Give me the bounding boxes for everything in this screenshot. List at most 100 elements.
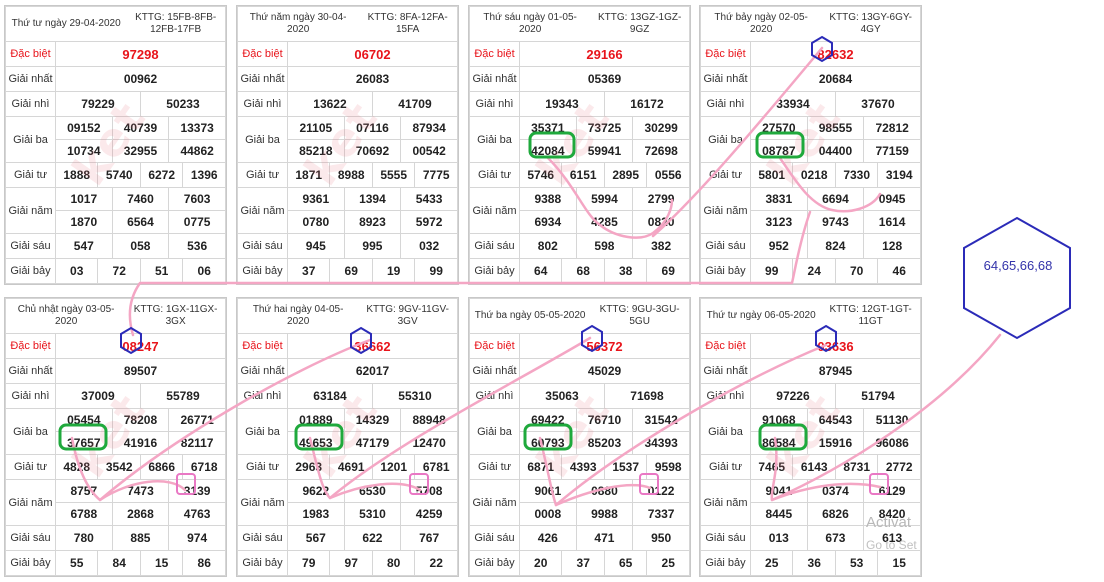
prize-number: 12470 [400, 431, 458, 455]
prize-number: 53 [834, 550, 879, 576]
prize-label: Giải nhất [700, 66, 751, 92]
prize-label: Giải sáu [469, 525, 520, 551]
prize-label: Giải bảy [237, 258, 288, 284]
prize-number: 780 [55, 525, 113, 551]
prize-number: 2799 [632, 187, 690, 211]
prize-number: 0820 [632, 210, 690, 234]
prize-number: 14329 [343, 408, 402, 432]
prize-label: Đặc biệt [700, 41, 751, 67]
prize-number: 8445 [750, 502, 808, 526]
prize-number: 1888 [54, 162, 99, 188]
prize-number: 70692 [343, 139, 402, 163]
prize-label: Giải ba [237, 408, 288, 455]
prize-number: 974 [168, 525, 226, 551]
draw-date: Thứ bảy ngày 02-05-2020 [700, 6, 822, 42]
lottery-result-card: Thứ ba ngày 05-05-2020 KTTG: 9GU-3GU-5GU… [468, 297, 691, 577]
prize-number: 40739 [111, 116, 170, 140]
prize-number: 07116 [343, 116, 402, 140]
prize-number: 97298 [55, 41, 226, 67]
prize-label: Giải nhì [700, 91, 751, 117]
prize-number: 15 [877, 550, 921, 576]
prize-number: 0945 [863, 187, 921, 211]
prize-label: Giải năm [237, 479, 288, 526]
prize-number: 1870 [55, 210, 113, 234]
prize-number: 6871 [518, 454, 563, 480]
prize-label: Giải nhì [5, 383, 56, 409]
kttg-codes: KTTG: 12GT-1GT-11GT [821, 298, 922, 334]
prize-number: 62017 [287, 358, 458, 384]
prize-number: 032 [400, 233, 458, 259]
prize-label: Giải ba [700, 116, 751, 163]
prize-number: 79 [286, 550, 331, 576]
prize-number: 5555 [371, 162, 416, 188]
prize-number: 20684 [750, 66, 921, 92]
prize-number: 64543 [806, 408, 865, 432]
prize-number: 6788 [55, 502, 113, 526]
kttg-codes: KTTG: 9GV-11GV-3GV [358, 298, 459, 334]
prize-number: 63184 [287, 383, 373, 409]
draw-date: Thứ hai ngày 04-05-2020 [237, 298, 359, 334]
prize-number: 72812 [863, 116, 921, 140]
prize-number: 98555 [806, 116, 865, 140]
prize-label: Giải nhất [469, 358, 520, 384]
prize-label: Giải bảy [469, 550, 520, 576]
prize-number: 05369 [519, 66, 690, 92]
prize-number: 97226 [750, 383, 836, 409]
prize-number: 0556 [646, 162, 690, 188]
prize-number: 0218 [792, 162, 836, 188]
prize-number: 7775 [414, 162, 458, 188]
prize-label: Giải ba [5, 116, 56, 163]
prize-number: 24 [792, 258, 836, 284]
prize-number: 96086 [863, 431, 921, 455]
prize-number: 622 [343, 525, 402, 551]
prize-number: 5708 [400, 479, 458, 503]
prize-number: 01889 [287, 408, 345, 432]
prize-label: Giải sáu [700, 233, 751, 259]
prize-number: 3831 [750, 187, 808, 211]
prize-label: Giải năm [5, 187, 56, 234]
prize-number: 058 [111, 233, 170, 259]
prize-number: 3194 [877, 162, 921, 188]
prize-number: 73725 [575, 116, 634, 140]
prize-label: Giải ba [5, 408, 56, 455]
prize-number: 3123 [750, 210, 808, 234]
prize-number: 06 [182, 258, 226, 284]
prize-number: 3542 [97, 454, 141, 480]
prize-number: 35063 [519, 383, 605, 409]
prize-number: 7603 [168, 187, 226, 211]
prize-number: 04400 [806, 139, 865, 163]
prize-number: 5801 [749, 162, 794, 188]
prize-number: 4763 [168, 502, 226, 526]
prize-number: 6530 [343, 479, 402, 503]
prize-number: 69 [329, 258, 373, 284]
kttg-codes: KTTG: 15FB-8FB-12FB-17FB [126, 6, 227, 42]
prize-label: Giải năm [5, 479, 56, 526]
prize-number: 36662 [287, 333, 458, 359]
prize-number: 00542 [400, 139, 458, 163]
prize-number: 71698 [603, 383, 691, 409]
prize-number: 77159 [863, 139, 921, 163]
prize-number: 16172 [603, 91, 691, 117]
prize-number: 952 [750, 233, 808, 259]
prize-number: 8731 [834, 454, 879, 480]
prize-number: 27570 [750, 116, 808, 140]
prize-number: 38 [603, 258, 648, 284]
prize-number: 41916 [111, 431, 170, 455]
prize-number: 44862 [168, 139, 226, 163]
prize-label: Giải tư [237, 454, 288, 480]
draw-date: Thứ tư ngày 29-04-2020 [5, 6, 127, 42]
prize-number: 6934 [519, 210, 577, 234]
prize-number: 4285 [575, 210, 634, 234]
prize-label: Giải năm [469, 479, 520, 526]
prize-number: 99 [414, 258, 458, 284]
prize-number: 03636 [750, 333, 921, 359]
prize-number: 1201 [371, 454, 416, 480]
prize-number: 1537 [603, 454, 648, 480]
prize-number: 36 [792, 550, 836, 576]
prize-number: 72 [97, 258, 141, 284]
prize-number: 6151 [561, 162, 605, 188]
draw-date: Thứ ba ngày 05-05-2020 [469, 298, 591, 334]
lottery-result-card: Thứ tư ngày 06-05-2020 KTTG: 12GT-1GT-11… [699, 297, 922, 577]
prize-number: 950 [632, 525, 690, 551]
prize-number: 1017 [55, 187, 113, 211]
